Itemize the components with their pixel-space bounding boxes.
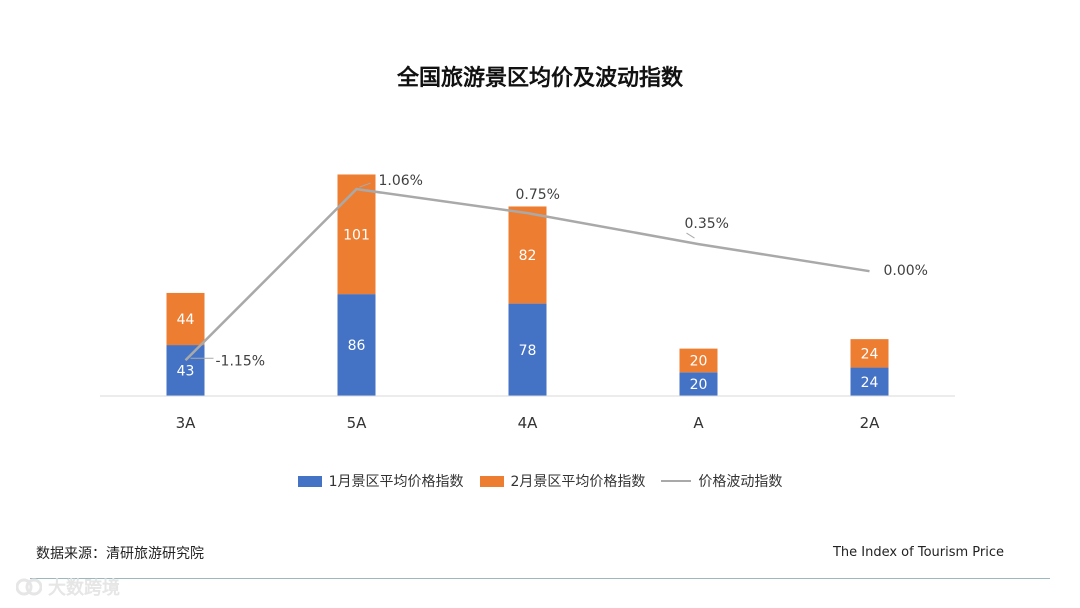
footer-divider (30, 578, 1050, 579)
bar-feb-4 (850, 339, 889, 368)
line-data-label-2: 0.75% (516, 187, 560, 203)
data-label-feb-3: 20 (690, 353, 708, 369)
data-label-jan-4: 24 (861, 375, 879, 391)
line-label-leader-3 (686, 232, 695, 239)
watermark-text: 大数跨境 (48, 578, 120, 599)
x-tick-label-0: 3A (176, 414, 197, 432)
x-tick-label-1: 5A (347, 414, 368, 432)
watermark: 大数跨境 (16, 574, 120, 600)
data-label-feb-4: 24 (861, 346, 879, 362)
chart-title: 全国旅游景区均价及波动指数 (396, 66, 683, 91)
legend-item-feb: 2月景区平均价格指数 (479, 471, 646, 491)
legend-item-fluctuation: 价格波动指数 (661, 471, 782, 491)
bar-feb-0 (166, 292, 205, 346)
x-tick-label-4: 2A (860, 414, 881, 432)
watermark-logo-icon (16, 578, 42, 596)
legend-item-jan: 1月景区平均价格指数 (297, 471, 464, 491)
legend-swatch-jan (297, 475, 322, 487)
bar-jan-3 (679, 372, 718, 396)
bar-feb-2 (508, 206, 547, 304)
line-data-label-4: 0.00% (884, 263, 928, 279)
data-label-feb-2: 82 (519, 248, 537, 264)
data-label-feb-1: 101 (343, 227, 370, 243)
data-label-jan-3: 20 (690, 377, 708, 393)
data-label-feb-0: 44 (177, 312, 195, 328)
legend-label-fluctuation: 价格波动指数 (698, 474, 783, 490)
bar-jan-2 (508, 303, 547, 396)
legend-label-feb: 2月景区平均价格指数 (510, 474, 646, 490)
data-label-jan-0: 43 (177, 364, 195, 380)
index-name-label: The Index of Tourism Price (832, 545, 1004, 560)
chart-legend: 1月景区平均价格指数 2月景区平均价格指数 价格波动指数 (0, 471, 1080, 491)
line-data-label-0: -1.15% (216, 353, 266, 369)
data-label-jan-2: 78 (519, 343, 537, 359)
data-label-jan-1: 86 (348, 338, 366, 354)
line-data-label-3: 0.35% (685, 216, 729, 232)
x-tick-label-2: 4A (518, 414, 539, 432)
bar-jan-1 (337, 294, 376, 396)
bar-jan-0 (166, 345, 205, 396)
x-tick-label-3: A (693, 414, 704, 432)
legend-swatch-feb (479, 475, 504, 487)
legend-label-jan: 1月景区平均价格指数 (328, 474, 464, 490)
line-data-label-1: 1.06% (379, 173, 423, 189)
bar-jan-4 (850, 367, 889, 396)
line-label-leader-1 (359, 182, 371, 188)
data-source-note: 数据来源：清研旅游研究院 (36, 546, 204, 562)
fluctuation-line (184, 187, 870, 362)
legend-swatch-fluctuation (661, 480, 692, 482)
bar-feb-1 (337, 174, 376, 295)
bar-feb-3 (679, 348, 718, 373)
